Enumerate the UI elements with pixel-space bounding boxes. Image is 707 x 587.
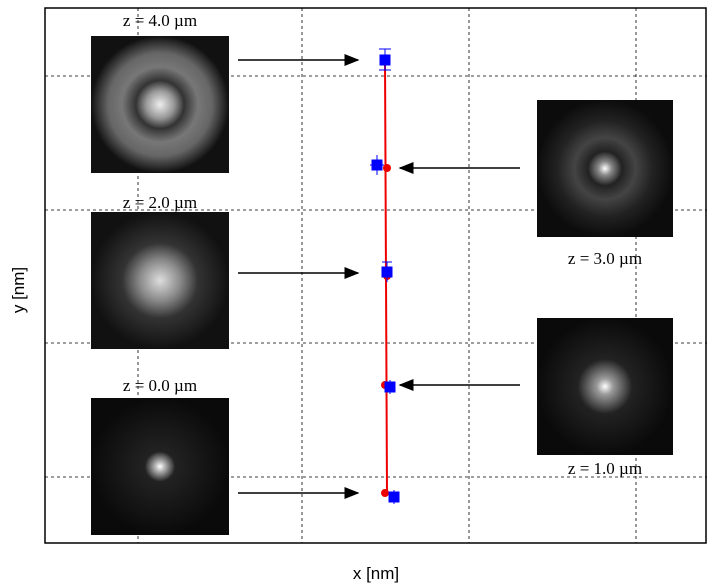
annotation: z = 4.0 µm	[123, 11, 197, 30]
arrows	[238, 54, 520, 499]
annotation: z = 2.0 µm	[123, 193, 197, 212]
x-axis-label: x [nm]	[353, 564, 399, 583]
annotation: z = 0.0 µm	[123, 376, 197, 395]
y-axis-label: y [nm]	[9, 267, 28, 313]
psf-images	[91, 36, 673, 535]
annotation: z = 3.0 µm	[568, 249, 642, 268]
plot-frame	[44, 7, 707, 544]
annotation: z = 1.0 µm	[568, 459, 642, 478]
blue-points	[370, 48, 400, 504]
